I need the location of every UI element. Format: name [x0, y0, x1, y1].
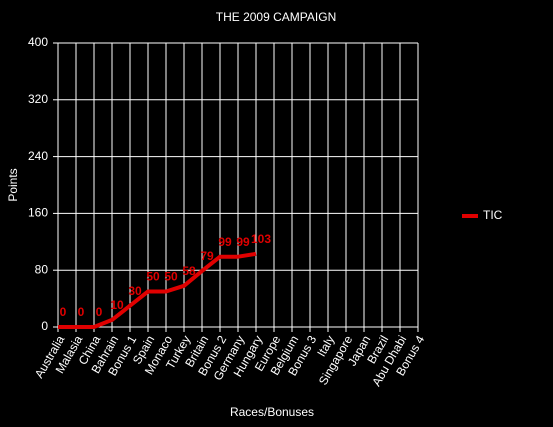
x-axis-label: Races/Bonuses: [230, 405, 314, 419]
data-label: 99: [236, 235, 250, 249]
y-tick-label: 80: [35, 262, 49, 276]
data-label: 79: [200, 249, 214, 263]
data-line: [58, 251, 257, 329]
chart-title: THE 2009 CAMPAIGN: [216, 10, 336, 24]
y-tick-label: 160: [28, 206, 48, 220]
data-label: 50: [164, 270, 178, 284]
data-label: 99: [218, 235, 232, 249]
y-tick-label: 240: [28, 149, 48, 163]
y-tick-label: 320: [28, 92, 48, 106]
data-label: 0: [96, 305, 103, 319]
data-label: 58: [182, 264, 196, 278]
data-label: 0: [60, 305, 67, 319]
y-tick-label: 400: [28, 35, 48, 49]
y-axis-label: Points: [6, 168, 20, 201]
data-label: 10: [110, 298, 124, 312]
data-label: 30: [128, 284, 142, 298]
legend-label: TIC: [483, 208, 503, 222]
data-label: 0: [78, 305, 85, 319]
y-tick-label: 0: [41, 319, 48, 333]
data-label: 103: [251, 232, 271, 246]
data-label: 50: [146, 270, 160, 284]
